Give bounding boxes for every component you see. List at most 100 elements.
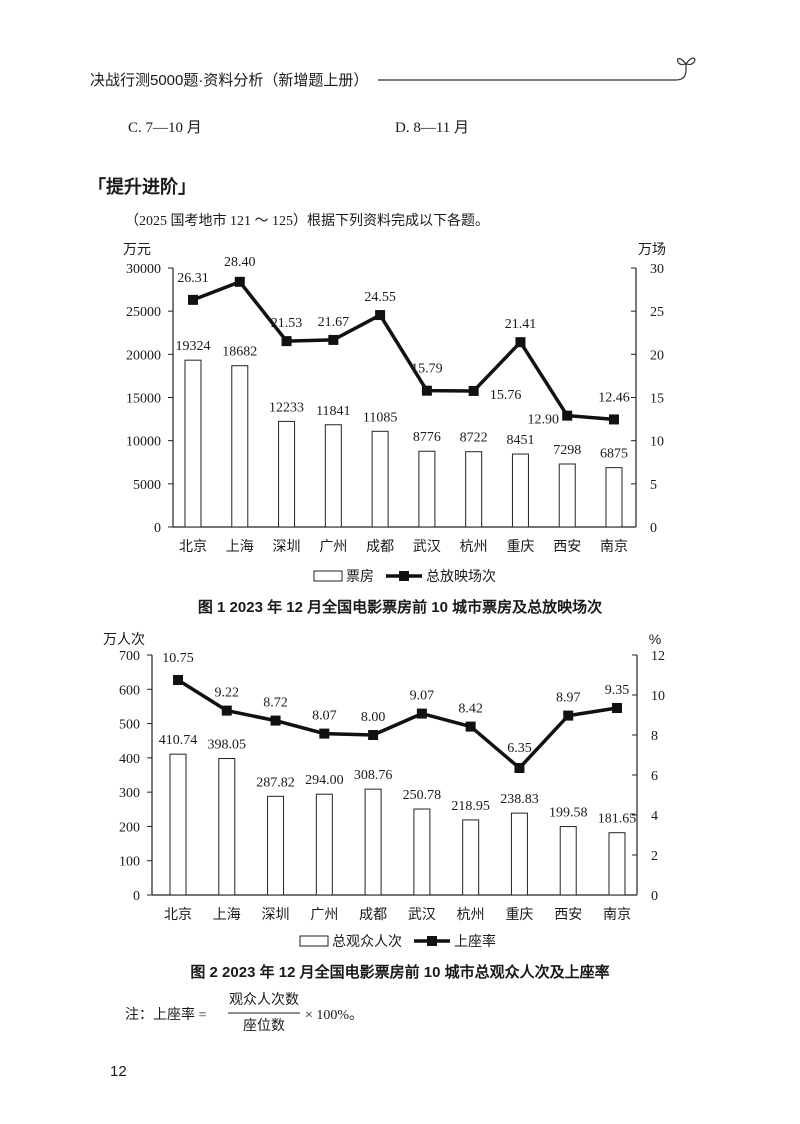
bar-label: 8776: [413, 430, 441, 445]
left-tick-label: 300: [119, 786, 140, 801]
left-tick-label: 700: [119, 649, 140, 664]
line-label: 24.55: [364, 290, 396, 305]
intro-text: （2025 国考地市 121 ～ 125）根据下列资料完成以下各题。: [125, 212, 489, 229]
left-tick-label: 400: [119, 752, 140, 767]
bar-label: 8722: [460, 431, 488, 446]
bar-广州: [315, 793, 333, 896]
category-label: 广州: [319, 538, 347, 554]
left-tick-label: 25000: [126, 305, 161, 320]
line-label: 6.35: [507, 741, 532, 756]
left-axis-unit: 万人次: [103, 631, 145, 647]
header-rule: [378, 64, 687, 81]
right-tick-label: 6: [651, 769, 658, 784]
option-d: D. 8—11 月: [395, 120, 469, 136]
category-label: 南京: [603, 906, 631, 922]
category-label: 上海: [213, 906, 241, 922]
bar-label: 238.83: [500, 792, 539, 807]
line-marker: [281, 336, 292, 347]
category-label: 南京: [600, 538, 628, 554]
bar-label: 199.58: [549, 806, 588, 821]
legend-line-marker: [399, 571, 409, 581]
left-tick-label: 0: [133, 889, 140, 904]
category-label: 武汉: [413, 538, 441, 554]
bar-杭州: [462, 819, 480, 896]
page-number: 12: [110, 1063, 127, 1080]
bar-成都: [371, 430, 389, 528]
bar-西安: [559, 826, 577, 896]
line-marker: [514, 763, 525, 773]
bar-label: 218.95: [451, 799, 490, 814]
bar-label: 11841: [316, 404, 350, 419]
category-label: 上海: [226, 538, 254, 554]
category-label: 深圳: [273, 538, 301, 554]
line-marker: [270, 715, 281, 726]
left-tick-label: 100: [119, 855, 140, 870]
line-marker: [188, 294, 198, 305]
line-marker: [563, 710, 574, 721]
category-label: 深圳: [262, 906, 290, 922]
legend-bar-swatch: [313, 570, 343, 582]
left-tick-label: 0: [154, 521, 161, 536]
line-label: 8.97: [556, 691, 581, 706]
bar-label: 18682: [222, 345, 257, 360]
bar-上海: [218, 758, 236, 896]
category-label: 成都: [366, 538, 394, 554]
figure-caption: 图 1 2023 年 12 月全国电影票房前 10 城市票房及总放映场次: [198, 598, 602, 616]
right-tick-label: 25: [650, 305, 664, 320]
bar-label: 19324: [176, 339, 211, 354]
line-series-总放映场次: [192, 279, 615, 422]
category-label: 杭州: [460, 538, 488, 554]
line-label: 12.46: [598, 390, 630, 405]
line-label: 8.07: [312, 709, 337, 724]
line-marker: [421, 385, 432, 396]
section-title: 「提升进阶」: [88, 176, 196, 197]
line-label: 9.35: [605, 683, 630, 698]
left-tick-label: 500: [119, 718, 140, 733]
line-label: 8.72: [263, 696, 288, 711]
category-label: 杭州: [457, 906, 485, 922]
line-label: 26.31: [177, 271, 209, 286]
bar-南京: [605, 467, 623, 528]
option-c: C. 7—10 月: [128, 120, 202, 136]
line-marker: [562, 410, 573, 421]
left-tick-label: 10000: [126, 435, 161, 450]
line-marker: [468, 385, 479, 396]
bar-杭州: [465, 451, 483, 528]
legend-bar-label: 总观众人次: [332, 933, 402, 949]
line-marker: [173, 675, 183, 685]
figure-caption: 图 2 2023 年 12 月全国电影票房前 10 城市总观众人次及上座率: [190, 963, 609, 981]
line-label: 10.75: [162, 651, 194, 666]
bar-深圳: [278, 420, 296, 528]
right-tick-label: 0: [651, 889, 658, 904]
right-tick-label: 0: [650, 521, 657, 536]
line-series-上座率: [177, 678, 618, 771]
line-marker: [612, 703, 622, 713]
bar-label: 8451: [506, 433, 534, 448]
category-label: 西安: [554, 906, 582, 922]
bar-label: 294.00: [305, 773, 344, 788]
bar-label: 287.82: [256, 775, 295, 790]
legend-bar-swatch: [299, 935, 329, 947]
right-axis-unit: %: [649, 631, 661, 647]
line-marker: [319, 728, 330, 739]
line-marker: [375, 310, 386, 321]
line-marker: [609, 414, 619, 425]
bar-南京: [608, 832, 626, 896]
bar-label: 308.76: [354, 768, 393, 783]
bar-label: 250.78: [403, 788, 442, 803]
line-label: 9.07: [410, 689, 435, 704]
right-tick-label: 10: [650, 435, 664, 450]
bar-武汉: [413, 808, 431, 896]
left-tick-label: 15000: [126, 392, 161, 407]
right-axis-unit: 万场: [638, 241, 666, 257]
legend-line-label: 上座率: [454, 933, 496, 949]
line-marker: [328, 334, 339, 345]
sprout-icon: [676, 57, 696, 66]
chart-box-office-screenings: 0 5000 10000 15000 20000 25000 30000 0 5 10 15 20 25…: [123, 241, 666, 616]
chart-audience-occupancy: 0 100 200 300 400 500 600 700 0 2 4 6 8 10 12 万人次 % 410.7…: [103, 631, 665, 981]
bar-武汉: [418, 450, 436, 528]
right-tick-label: 4: [651, 809, 658, 824]
bar-重庆: [510, 812, 528, 896]
line-label: 21.41: [505, 317, 537, 332]
